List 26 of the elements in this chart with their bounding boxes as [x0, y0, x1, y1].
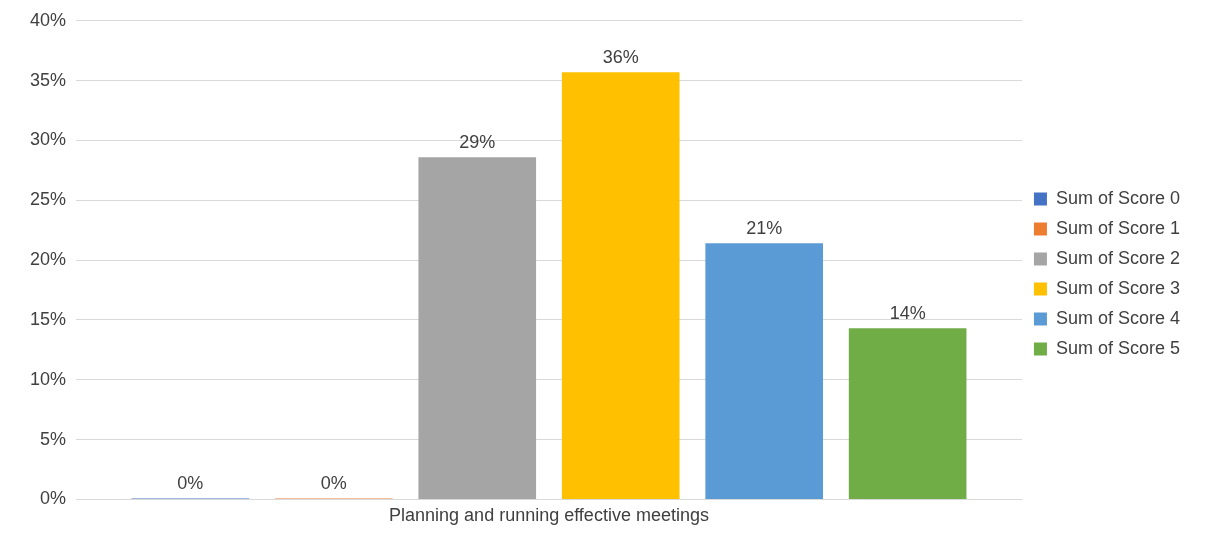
bar: [705, 243, 823, 499]
data-label: 0%: [320, 473, 347, 494]
legend-label: Sum of Score 3: [1055, 277, 1180, 298]
y-tick-label: 5%: [40, 428, 67, 449]
bar: [418, 157, 537, 499]
legend-label: Sum of Score 5: [1055, 337, 1180, 358]
data-label: 29%: [459, 132, 496, 153]
legend-label: Sum of Score 4: [1055, 307, 1180, 328]
bar: [561, 72, 680, 499]
data-label: 36%: [602, 47, 639, 68]
data-label: 0%: [177, 473, 204, 494]
y-tick-label: 15%: [30, 308, 67, 329]
bar: [848, 328, 967, 499]
y-tick-label: 30%: [30, 129, 67, 150]
data-label: 14%: [889, 303, 926, 324]
legend-label: Sum of Score 2: [1055, 247, 1180, 268]
y-tick-label: 25%: [30, 189, 67, 210]
legend-label: Sum of Score 0: [1055, 187, 1180, 208]
y-tick-label: 10%: [30, 368, 67, 389]
legend-label: Sum of Score 1: [1055, 217, 1180, 238]
y-tick-label: 35%: [30, 69, 67, 90]
y-tick-label: 40%: [30, 9, 67, 30]
x-tick-label: Planning and running effective meetings: [389, 505, 709, 526]
y-tick-label: 20%: [30, 249, 67, 270]
data-label: 21%: [746, 218, 783, 239]
y-tick-label: 0%: [40, 488, 67, 509]
